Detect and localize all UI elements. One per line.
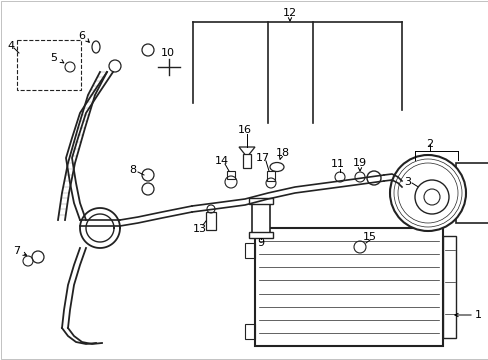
Bar [248,232,272,238]
Text: 19: 19 [352,158,366,168]
Text: 7: 7 [13,246,20,256]
Text: 17: 17 [255,153,269,163]
Text: 11: 11 [330,159,345,169]
Bar [248,198,272,204]
Bar [442,236,455,338]
Text: 14: 14 [215,156,228,166]
Circle shape [389,155,465,231]
Bar [205,212,216,230]
Bar [244,243,254,258]
Text: 9: 9 [257,238,264,248]
Text: 6: 6 [79,31,85,41]
Bar [226,171,235,179]
Bar [243,154,250,168]
Text: 16: 16 [238,125,251,135]
Text: 18: 18 [275,148,289,158]
Text: 13: 13 [193,224,206,234]
Text: 3: 3 [404,177,411,187]
Bar [254,228,442,346]
Circle shape [366,171,380,185]
Bar [251,203,269,233]
Text: 12: 12 [283,8,296,18]
Bar [455,163,488,223]
Text: 2: 2 [426,139,433,149]
Polygon shape [239,147,254,157]
Bar [266,171,274,181]
Bar [17,40,81,90]
Bar [244,324,254,339]
Text: 1: 1 [473,310,481,320]
Text: 4: 4 [7,41,15,51]
Circle shape [414,180,448,214]
Text: 8: 8 [129,165,136,175]
Text: 15: 15 [362,232,376,242]
Circle shape [423,189,439,205]
Text: 10: 10 [161,48,175,58]
Text: 5: 5 [50,53,58,63]
